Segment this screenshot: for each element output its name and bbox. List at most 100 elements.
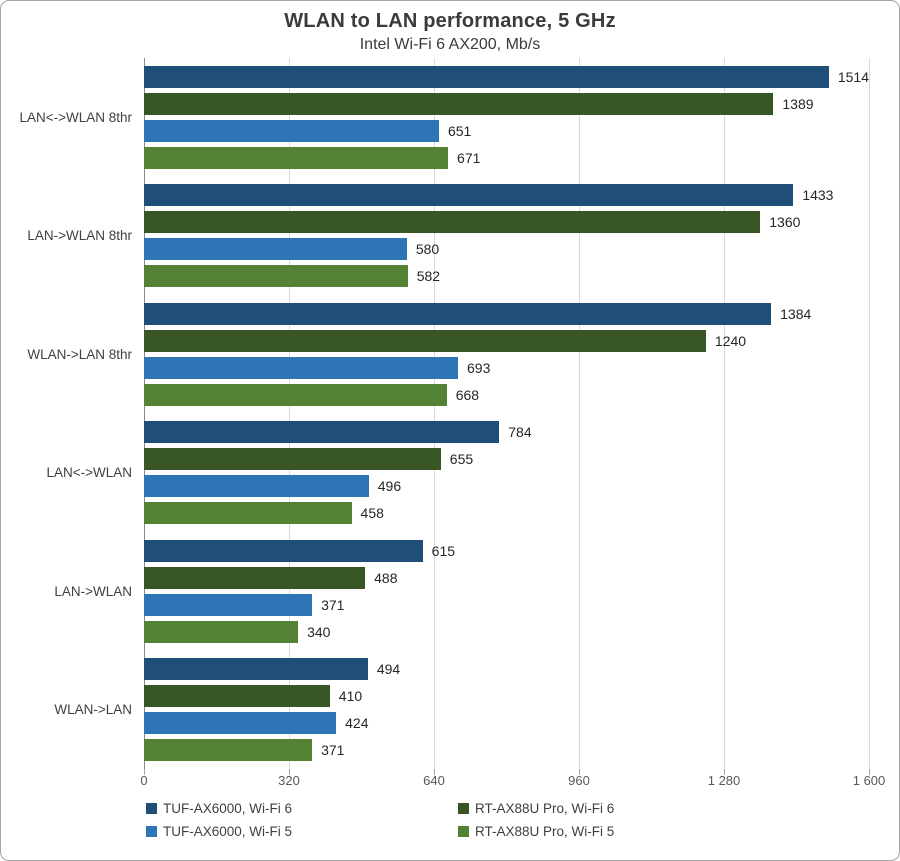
bar-row: 784 xyxy=(144,421,869,444)
plot-area: 1514 1389 651 671 1433 1360 580 582 1384 1240 693 6… xyxy=(144,58,870,775)
category-label: LAN->WLAN xyxy=(54,583,132,599)
bar xyxy=(144,92,774,115)
bar xyxy=(144,739,313,762)
bar xyxy=(144,712,337,735)
bar-row: 1240 xyxy=(144,329,869,352)
bar xyxy=(144,265,408,288)
axis-tick xyxy=(724,769,725,775)
bar xyxy=(144,593,313,616)
bar-row: 496 xyxy=(144,475,869,498)
x-axis-tick-label: 320 xyxy=(278,773,300,788)
bar-value-label: 668 xyxy=(455,386,480,403)
gridline xyxy=(579,58,580,769)
bar-row: 340 xyxy=(144,620,869,643)
x-axis-tick-label: 1 600 xyxy=(852,773,886,788)
axis-tick xyxy=(579,769,580,775)
bar xyxy=(144,566,366,589)
bar-value-label: 1514 xyxy=(837,68,869,85)
x-axis-tick-label: 960 xyxy=(568,773,590,788)
bar xyxy=(144,658,368,681)
bar-row: 1433 xyxy=(144,184,869,207)
bar-value-label: 582 xyxy=(416,268,441,285)
bar xyxy=(144,448,441,471)
bar xyxy=(144,146,449,169)
bar-value-label: 1389 xyxy=(782,95,814,112)
bar-value-label: 488 xyxy=(374,569,398,586)
legend-item: TUF-AX6000, Wi-Fi 5 xyxy=(146,824,292,839)
bar-group: 784 655 496 458 xyxy=(144,414,869,533)
x-axis-tick-label: 640 xyxy=(423,773,445,788)
legend-label: RT-AX88U Pro, Wi-Fi 6 xyxy=(475,801,615,816)
bar-value-label: 424 xyxy=(345,715,369,732)
axis-tick xyxy=(434,769,435,775)
bar xyxy=(144,421,500,444)
chart-title: WLAN to LAN performance, 5 GHz xyxy=(284,10,616,32)
bar xyxy=(144,383,447,406)
bar xyxy=(144,211,761,234)
axis-tick xyxy=(289,769,290,775)
gridline xyxy=(434,58,435,769)
legend-item: RT-AX88U Pro, Wi-Fi 6 xyxy=(458,801,614,816)
bar-value-label: 615 xyxy=(431,542,456,559)
bar xyxy=(144,119,439,142)
bar-row: 1384 xyxy=(144,302,869,325)
category-label: LAN->WLAN 8thr xyxy=(27,228,132,244)
bar xyxy=(144,302,772,325)
bar-row: 655 xyxy=(144,448,869,471)
bar-value-label: 651 xyxy=(447,122,472,139)
bar-row: 1389 xyxy=(144,92,869,115)
bar xyxy=(144,502,352,525)
category-row: LAN<->WLAN xyxy=(1,414,144,533)
bar-group: 494 410 424 371 xyxy=(144,651,869,770)
legend-swatch xyxy=(146,826,157,837)
legend-label: TUF-AX6000, Wi-Fi 5 xyxy=(163,824,293,839)
legend-swatch xyxy=(458,826,469,837)
bar-value-label: 1384 xyxy=(780,305,812,322)
legend-label: TUF-AX6000, Wi-Fi 6 xyxy=(163,801,293,816)
bar-value-label: 371 xyxy=(321,742,345,759)
bar-value-label: 494 xyxy=(376,661,401,678)
bar-row: 371 xyxy=(144,593,869,616)
axis-tick xyxy=(869,769,870,775)
axis-tick xyxy=(144,769,145,775)
bar-group: 1514 1389 651 671 xyxy=(144,58,869,177)
bar xyxy=(144,238,407,261)
category-row: LAN->WLAN xyxy=(1,532,144,651)
bar xyxy=(144,685,330,708)
bar-value-label: 458 xyxy=(360,505,384,522)
bar-value-label: 1360 xyxy=(769,214,801,231)
gridline xyxy=(724,58,725,769)
bar-value-label: 340 xyxy=(307,623,331,640)
category-row: LAN<->WLAN 8thr xyxy=(1,58,144,177)
bar xyxy=(144,539,423,562)
bar xyxy=(144,356,459,379)
legend-label: RT-AX88U Pro, Wi-Fi 5 xyxy=(475,824,615,839)
bar-row: 488 xyxy=(144,566,869,589)
x-axis: 0 320 640 960 1 280 1 600 xyxy=(140,773,885,791)
category-row: WLAN->LAN 8thr xyxy=(1,295,144,414)
bar-row: 582 xyxy=(144,265,869,288)
category-label: WLAN->LAN 8thr xyxy=(27,346,132,362)
bar-row: 615 xyxy=(144,539,869,562)
bar-value-label: 693 xyxy=(467,359,491,376)
bar-row: 668 xyxy=(144,383,869,406)
legend-swatch xyxy=(458,803,469,814)
bar-value-label: 410 xyxy=(338,688,363,705)
legend-item: TUF-AX6000, Wi-Fi 6 xyxy=(146,801,292,816)
y-axis-line xyxy=(144,58,145,769)
bar xyxy=(144,184,794,207)
bar xyxy=(144,65,829,88)
bar-row: 693 xyxy=(144,356,869,379)
bar-row: 1514 xyxy=(144,65,869,88)
bar-row: 671 xyxy=(144,146,869,169)
category-label: WLAN->LAN xyxy=(54,702,132,718)
gridline xyxy=(869,58,870,769)
bar-value-label: 655 xyxy=(449,451,474,468)
legend-swatch xyxy=(146,803,157,814)
bar-value-label: 784 xyxy=(508,424,532,441)
category-label: LAN<->WLAN 8thr xyxy=(19,109,132,125)
category-row: LAN->WLAN 8thr xyxy=(1,177,144,296)
x-axis-tick-label: 1 280 xyxy=(707,773,741,788)
bar-row: 410 xyxy=(144,685,869,708)
